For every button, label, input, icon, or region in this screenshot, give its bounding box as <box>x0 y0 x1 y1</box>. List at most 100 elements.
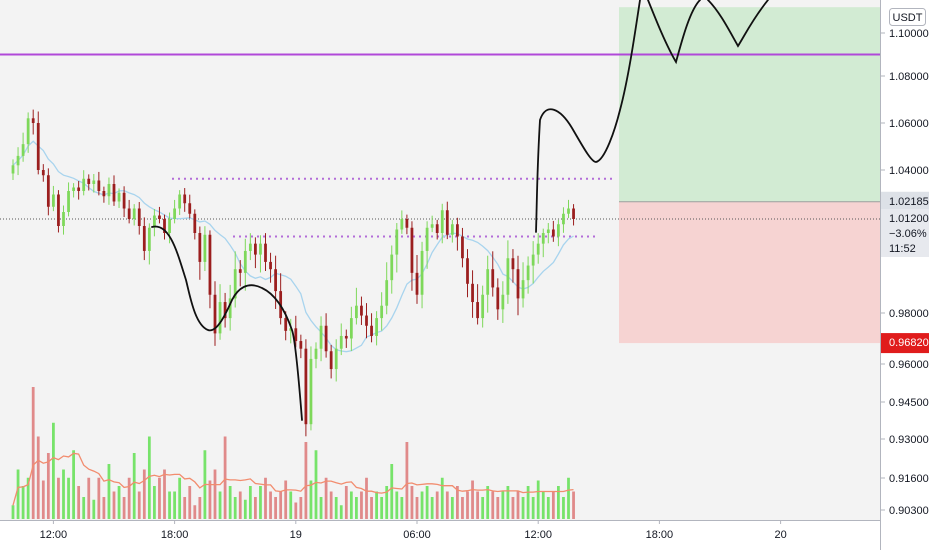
volume-bar <box>375 491 378 519</box>
price-axis-background[interactable] <box>881 0 932 550</box>
candle <box>97 171 101 196</box>
volume-bar <box>440 477 444 519</box>
candle <box>158 206 161 224</box>
projection-stroke[interactable] <box>535 0 641 233</box>
volume-bar <box>365 477 368 519</box>
price-tick-label: 0.96000 <box>889 359 929 371</box>
candle <box>223 292 227 328</box>
volume-bar <box>238 491 242 519</box>
volume-bar <box>557 486 560 519</box>
projection-stroke[interactable] <box>707 0 769 48</box>
volume-bar <box>67 477 70 519</box>
volume-ma-line <box>12 452 574 506</box>
volume-bar <box>385 486 389 519</box>
candle <box>400 210 404 234</box>
projection-stroke[interactable] <box>151 225 303 421</box>
candle <box>314 342 318 369</box>
volume-bar <box>456 486 459 519</box>
candle <box>178 190 182 215</box>
candle <box>183 188 187 212</box>
volume-bar <box>511 497 515 519</box>
candle <box>289 318 293 344</box>
volume-bar <box>223 436 227 519</box>
volume-bar <box>445 491 449 519</box>
volume-bar <box>309 480 313 519</box>
volume-bar <box>21 486 25 519</box>
volume-bar <box>173 491 176 519</box>
volume-bar <box>178 477 182 519</box>
volume-bar <box>274 497 277 519</box>
candle <box>476 284 479 325</box>
time-axis[interactable]: 12:00 18:00 19 06:00 12:00 18:00 20 <box>40 520 787 541</box>
volume-bar <box>16 469 20 519</box>
candle <box>445 201 449 240</box>
price-tick-label: 0.91600 <box>889 473 929 485</box>
volume-bar <box>304 442 308 519</box>
candle <box>511 249 515 283</box>
candle <box>142 217 146 261</box>
volume-bar <box>541 491 545 519</box>
volume-bar <box>248 486 252 519</box>
volume-bar <box>339 505 343 519</box>
candle <box>410 221 414 291</box>
volume-bar <box>107 464 111 519</box>
volume-bar <box>324 477 328 519</box>
volume-bar <box>132 453 136 519</box>
volume-bar <box>425 486 429 519</box>
candle <box>304 339 308 437</box>
candle <box>546 223 550 244</box>
volume-bar <box>57 477 60 519</box>
candle <box>370 313 373 343</box>
entry-price-tag[interactable]: 1.02185 <box>881 191 929 212</box>
candle <box>450 219 454 243</box>
volume-bar <box>294 502 298 519</box>
volume-bar <box>72 450 75 519</box>
candle <box>269 252 272 283</box>
candle <box>132 204 136 226</box>
candle <box>435 219 439 240</box>
candle <box>213 281 217 346</box>
volume-bar <box>213 469 217 519</box>
candle <box>415 254 419 304</box>
volume-bar <box>461 497 464 519</box>
candle <box>466 249 469 298</box>
stop-price-tag[interactable]: 0.96820 <box>881 333 929 354</box>
projection-stroke[interactable] <box>647 0 701 65</box>
currency-label-box[interactable]: USDT <box>889 8 926 26</box>
candle <box>173 199 176 224</box>
volume-bar <box>491 491 495 519</box>
currency-label: USDT <box>893 12 923 24</box>
candle <box>87 174 91 191</box>
candle <box>344 329 348 348</box>
loss-zone[interactable] <box>619 201 902 344</box>
current-price-tag[interactable]: 1.01200 −3.06% 11:52 <box>881 209 929 257</box>
candle <box>496 278 500 320</box>
price-axis[interactable]: 1.100001.080001.060001.040001.000000.980… <box>881 28 929 517</box>
candles <box>11 109 575 437</box>
volume-bar <box>11 505 15 519</box>
volume-moving-average <box>12 452 574 506</box>
candle <box>238 260 242 287</box>
candle <box>461 227 464 268</box>
profit-zone[interactable] <box>619 7 902 202</box>
volume-bar <box>147 436 151 519</box>
candle <box>264 233 267 272</box>
price-tick-label: 1.06000 <box>889 118 929 130</box>
candle <box>107 177 111 205</box>
entry-price-tag-text: 1.02185 <box>889 196 929 208</box>
volume-bar <box>481 497 485 519</box>
volume-bar <box>112 491 116 519</box>
volume-bar <box>269 491 272 519</box>
time-tick-label: 12:00 <box>40 529 68 541</box>
candle <box>526 256 530 294</box>
volume-bar <box>551 491 555 519</box>
candle <box>365 303 368 339</box>
candle <box>16 147 20 176</box>
candle <box>117 188 121 208</box>
candle <box>385 262 389 315</box>
volume-bar <box>516 491 520 519</box>
candle <box>102 186 106 203</box>
volume-bar <box>218 491 222 519</box>
